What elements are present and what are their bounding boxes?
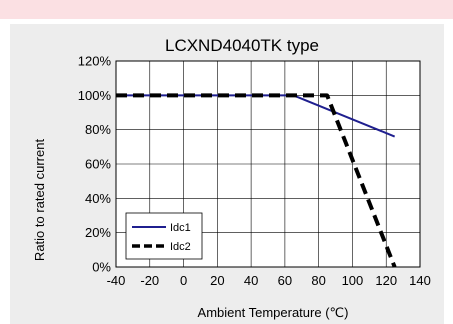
x-axis-label: Ambient Temperature (℃) — [198, 305, 349, 320]
x-tick-label: 100 — [342, 273, 364, 288]
y-tick-labels: 0%20%40%60%80%100%120% — [78, 54, 112, 275]
x-tick-labels: -40 -20 0 20 40 60 80 100 120 140 — [107, 273, 431, 288]
y-tick-label: 60% — [85, 157, 111, 172]
legend: Idc1 Idc2 — [126, 213, 202, 259]
legend-label-idc2: Idc2 — [170, 241, 191, 253]
y-tick-label: 40% — [85, 191, 111, 206]
y-tick-label: 80% — [85, 122, 111, 137]
y-axis-label: Ratio to rated current — [32, 139, 47, 262]
x-tick-label: 20 — [210, 273, 224, 288]
derating-chart: LCXND4040TK type 0%20%40%60%80%100%120% … — [10, 24, 444, 324]
x-tick-label: 120 — [375, 273, 397, 288]
top-band — [0, 0, 453, 19]
x-tick-label: 40 — [244, 273, 258, 288]
x-tick-label: 0 — [180, 273, 187, 288]
x-tick-label: -20 — [140, 273, 159, 288]
y-tick-label: 100% — [78, 88, 112, 103]
y-tick-label: 20% — [85, 225, 111, 240]
x-tick-label: -40 — [107, 273, 126, 288]
chart-title: LCXND4040TK type — [165, 36, 319, 55]
x-tick-label: 80 — [311, 273, 325, 288]
legend-label-idc1: Idc1 — [170, 222, 191, 234]
y-tick-label: 120% — [78, 54, 112, 69]
x-tick-label: 140 — [409, 273, 431, 288]
chart-panel: LCXND4040TK type 0% 20% 40% 60% 80% 100% 120% … — [10, 24, 444, 324]
x-tick-label: 60 — [278, 273, 292, 288]
